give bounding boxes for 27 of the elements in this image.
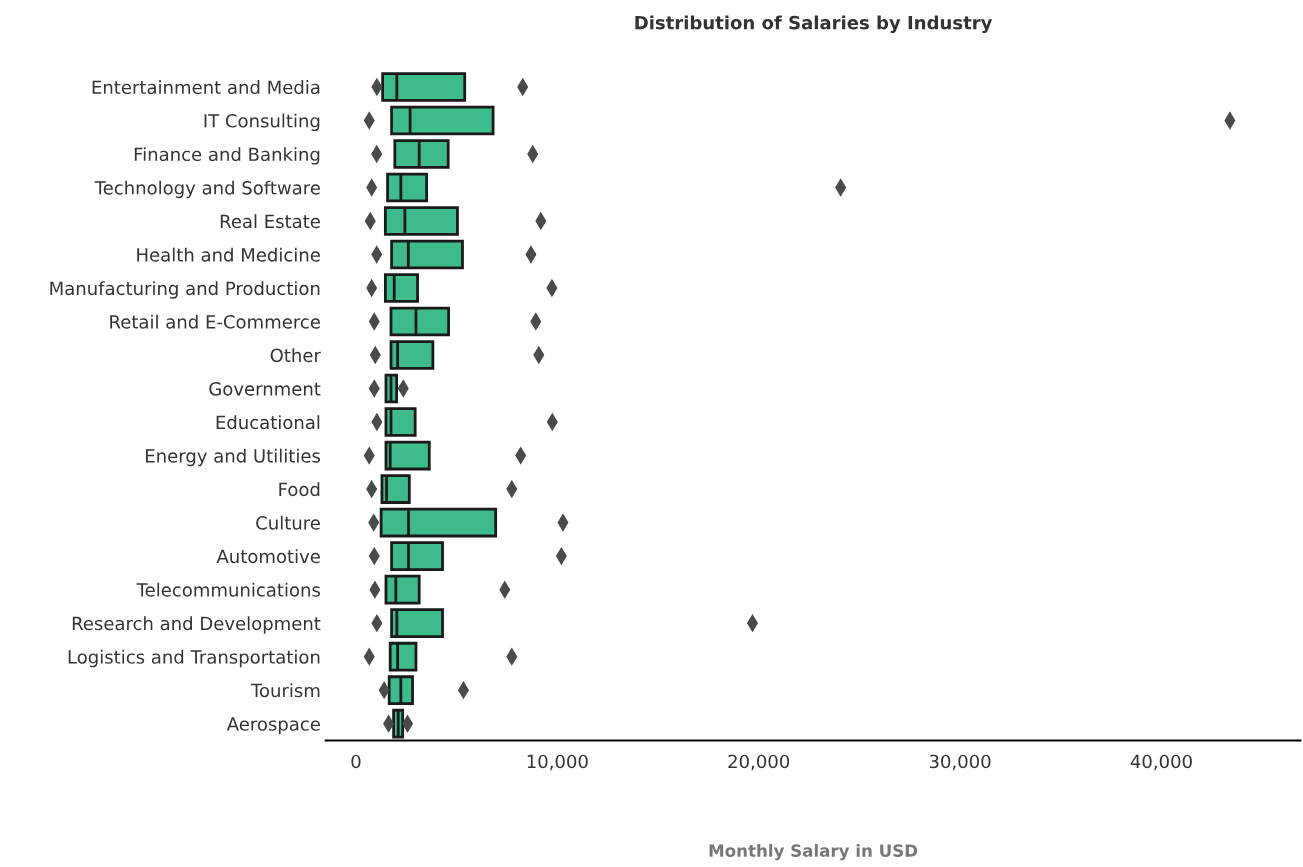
y-tick-label: Logistics and Transportation [68, 649, 320, 668]
x-tick-label: 30,000 [929, 754, 991, 771]
x-axis-title: Monthly Salary in USD [709, 844, 918, 861]
y-tick-label: Manufacturing and Production [50, 281, 320, 299]
y-tick-label: Energy and Utilities [146, 448, 321, 467]
y-tick-label: Finance and Banking [134, 147, 320, 165]
x-tick-label: 20,000 [728, 754, 790, 771]
y-tick-label: Government [209, 382, 321, 396]
y-tick-label: Entertainment and Media [92, 80, 320, 95]
y-tick-label: Culture [256, 515, 320, 530]
y-tick-label: Research and Development [72, 616, 321, 634]
y-tick-label: Food [279, 482, 320, 497]
x-tick-label: 0 [351, 754, 361, 769]
y-tick-label: IT Consulting [204, 113, 320, 132]
y-tick-label: Aerospace [226, 717, 320, 735]
y-tick-label: Health and Medicine [137, 247, 320, 262]
x-tick-label: 40,000 [1130, 754, 1192, 771]
x-tick-label: 10,000 [527, 754, 588, 771]
y-tick-label: Real Estate [220, 214, 320, 229]
y-tick-label: Technology and Software [94, 180, 320, 199]
y-tick-label: Educational [216, 415, 320, 430]
y-tick-label: Telecommunications [136, 582, 321, 597]
y-tick-label: Other [270, 348, 321, 363]
y-tick-label: Automotive [216, 549, 320, 564]
chart-title: Distribution of Salaries by Industry [635, 15, 993, 34]
y-tick-label: Tourism [250, 683, 320, 698]
y-tick-label: Retail and E-Commerce [110, 314, 320, 329]
